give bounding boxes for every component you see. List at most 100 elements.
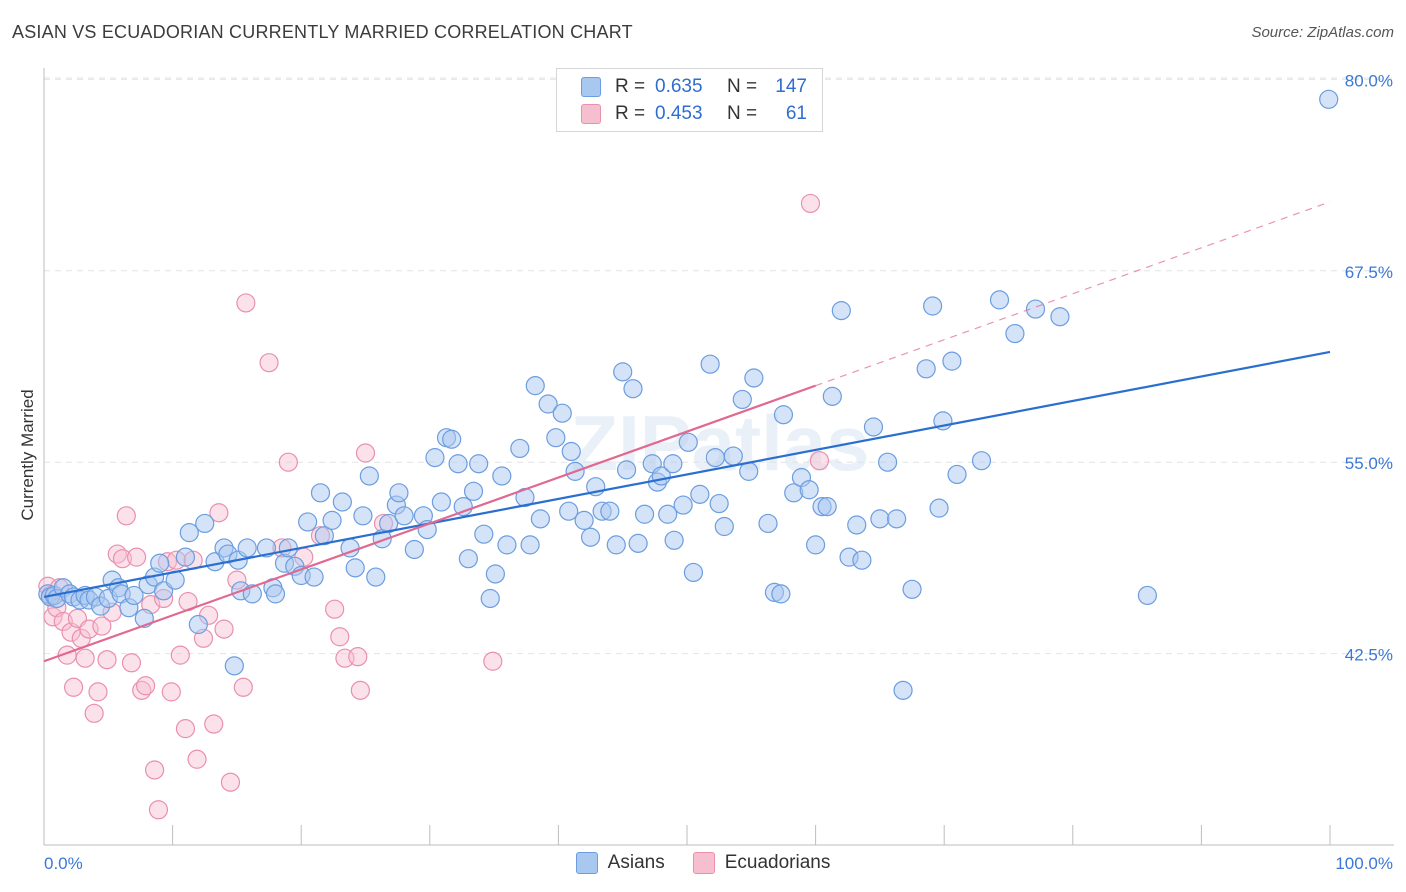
legend-label-asians: Asians — [607, 852, 665, 873]
asian-point — [510, 438, 530, 459]
asian-point — [634, 504, 655, 524]
legend-row-ecuadorians: R = 0.453 N = 61 — [581, 102, 807, 126]
ecuadorian-point — [88, 682, 108, 702]
ecuadorian-point — [800, 193, 821, 214]
tick-labels: 42.5% 55.0% 67.5% 80.0% 0.0% 100.0% — [44, 71, 1393, 873]
ecuadorian-point — [97, 650, 117, 670]
ecuadorian-point — [170, 645, 190, 665]
asian-point — [673, 495, 693, 515]
asian-point — [690, 484, 710, 504]
asian-point — [616, 460, 637, 480]
ecuadorians-swatch — [692, 852, 715, 874]
asian-point — [771, 584, 791, 604]
asian-point — [366, 567, 386, 587]
ecuadorian-point — [116, 506, 136, 526]
asian-point — [448, 454, 468, 474]
asian-point — [663, 454, 683, 474]
trend-lines — [43, 201, 1331, 663]
legend-item-ecuadorians[interactable]: Ecuadorians — [692, 852, 830, 874]
asian-point — [744, 368, 764, 388]
asian-point — [458, 549, 478, 569]
y-tick-label: 67.5% — [1345, 263, 1393, 282]
x-tick-label: 100.0% — [1335, 854, 1393, 873]
asian-point — [1137, 585, 1157, 606]
ecuadorian-point — [84, 703, 104, 723]
asian-point — [469, 454, 489, 474]
axes — [43, 68, 1394, 846]
ecuadorian-point — [175, 719, 196, 739]
n-label: N = — [727, 103, 758, 124]
asian-point — [561, 441, 581, 462]
asian-point — [404, 539, 424, 560]
asian-point — [379, 513, 399, 534]
series-legend: Asians Ecuadorians — [0, 852, 1406, 874]
ecuadorian-point — [233, 677, 253, 697]
asian-point — [700, 354, 720, 374]
n-value: 61 — [785, 103, 807, 124]
asian-point — [394, 506, 414, 526]
asians-points — [38, 89, 1339, 700]
asian-point — [989, 290, 1010, 310]
asian-point — [1005, 323, 1025, 344]
ecuadorian-point — [483, 651, 503, 671]
asian-point — [559, 501, 579, 521]
asian-point — [359, 466, 379, 486]
ecuadorian-point — [92, 616, 112, 636]
asian-point — [683, 562, 704, 583]
asian-point — [739, 461, 759, 481]
asian-point — [463, 481, 484, 501]
asian-point — [574, 510, 594, 530]
asian-point — [442, 429, 462, 449]
asian-point — [389, 483, 409, 503]
asian-point — [822, 386, 842, 406]
asian-point — [525, 376, 545, 396]
ecuadorian-point — [330, 627, 350, 647]
asian-point — [893, 680, 913, 700]
ecuadorian-point — [148, 800, 169, 820]
asian-point — [150, 553, 170, 573]
asian-point — [714, 516, 734, 537]
asian-point — [237, 538, 257, 558]
asian-point — [195, 513, 215, 534]
r-value: 0.635 — [655, 76, 703, 97]
asian-point — [732, 389, 752, 410]
asian-point — [709, 493, 729, 514]
asian-point — [847, 515, 867, 535]
y-tick-label: 55.0% — [1345, 454, 1393, 473]
asian-point — [870, 509, 890, 529]
asian-point — [124, 585, 144, 606]
asian-point — [520, 535, 540, 555]
asian-point — [322, 510, 342, 530]
asian-point — [623, 379, 643, 399]
asian-point — [902, 579, 922, 599]
ecuadorian-point — [75, 648, 95, 668]
watermark: ZIPatlas — [570, 399, 869, 487]
asian-point — [310, 483, 331, 503]
asian-point — [188, 614, 208, 635]
ecuadorian-point — [63, 677, 84, 697]
asian-point — [929, 498, 949, 518]
asian-point — [256, 538, 277, 558]
ecuadorian-point — [236, 293, 256, 313]
ecuadorian-point — [220, 772, 241, 792]
asian-point — [805, 535, 826, 555]
asian-point — [942, 351, 962, 371]
asian-point — [552, 403, 572, 423]
asians-swatch — [581, 77, 601, 97]
asian-point — [971, 451, 992, 471]
asian-point — [1050, 307, 1070, 327]
ecuadorian-point — [53, 611, 73, 632]
ecuadorian-point — [121, 653, 142, 673]
ecuadorian-point — [126, 547, 147, 567]
asian-point — [947, 464, 967, 485]
asian-point — [606, 535, 626, 555]
asian-point — [345, 558, 365, 578]
ecuadorian-point — [259, 353, 279, 373]
asian-point — [613, 362, 633, 382]
asian-point — [314, 526, 334, 546]
asians-trend-line — [43, 350, 1331, 599]
asian-point — [831, 301, 851, 321]
asian-point — [600, 501, 620, 521]
ecuadorian-point — [187, 749, 207, 769]
legend-item-asians[interactable]: Asians — [575, 852, 665, 874]
